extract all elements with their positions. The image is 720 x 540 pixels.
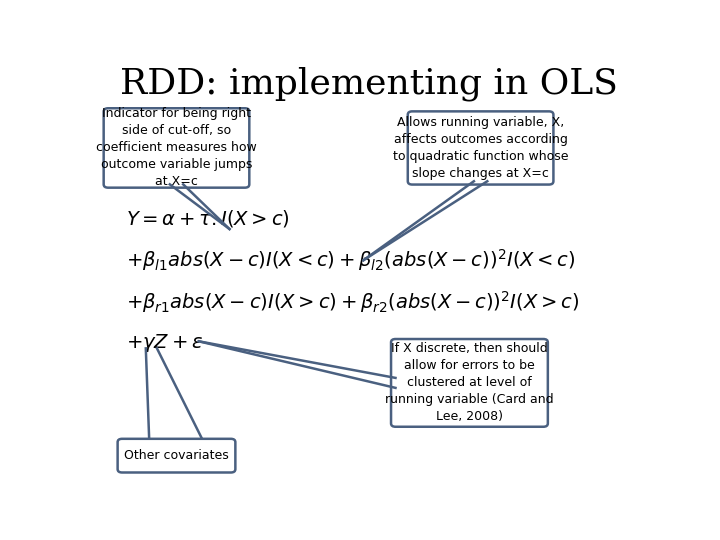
Text: Allows running variable, X,
affects outcomes according
to quadratic function who: Allows running variable, X, affects outc… — [393, 116, 568, 180]
Text: $+ \beta_{r1}abs(X-c)I(X>c)+\beta_{r2}\left(abs(X-c)\right)^2I(X>c)$: $+ \beta_{r1}abs(X-c)I(X>c)+\beta_{r2}\l… — [126, 289, 580, 315]
Text: RDD: implementing in OLS: RDD: implementing in OLS — [120, 66, 618, 101]
Polygon shape — [364, 181, 487, 260]
Text: If X discrete, then should
allow for errors to be
clustered at level of
running : If X discrete, then should allow for err… — [385, 342, 554, 423]
Polygon shape — [170, 184, 230, 229]
Text: Other covariates: Other covariates — [124, 449, 229, 462]
FancyBboxPatch shape — [104, 108, 249, 188]
Text: $+ \gamma Z + \varepsilon$: $+ \gamma Z + \varepsilon$ — [126, 333, 203, 354]
FancyBboxPatch shape — [391, 339, 548, 427]
FancyBboxPatch shape — [117, 439, 235, 472]
Polygon shape — [199, 341, 395, 388]
Text: $Y = \alpha + \tau . I(X > c)$: $Y = \alpha + \tau . I(X > c)$ — [126, 208, 290, 229]
Text: $+ \beta_{l1}abs(X-c)I(X<c)+\beta_{l2}\left(abs(X-c)\right)^2I(X<c)$: $+ \beta_{l1}abs(X-c)I(X<c)+\beta_{l2}\l… — [126, 247, 576, 273]
FancyBboxPatch shape — [408, 111, 554, 185]
Text: Indicator for being right
side of cut-off, so
coefficient measures how
outcome v: Indicator for being right side of cut-of… — [96, 107, 257, 188]
